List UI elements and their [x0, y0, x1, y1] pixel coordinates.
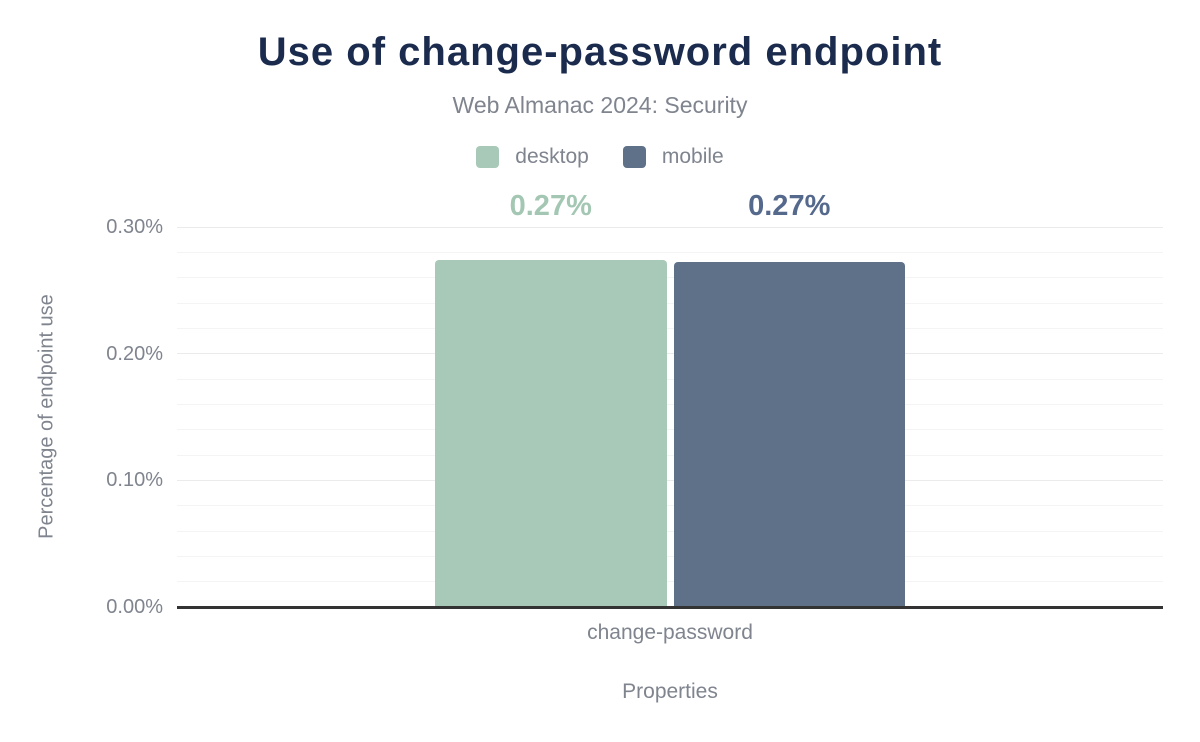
minor-gridline [177, 530, 1163, 532]
major-gridline [177, 353, 1163, 355]
chart-title: Use of change-password endpoint [257, 30, 943, 74]
x-axis-title: Properties [622, 680, 718, 703]
minor-gridline [177, 403, 1163, 405]
x-tick-label: change-password [587, 621, 753, 644]
bar-desktop[interactable] [435, 259, 667, 607]
y-tick-label: 0.10% [106, 469, 163, 492]
bar-value-label-mobile: 0.27% [748, 190, 831, 222]
y-tick-label: 0.00% [106, 596, 163, 618]
y-tick-label: 0.20% [106, 342, 163, 365]
minor-gridline [177, 302, 1163, 304]
minor-gridline [177, 454, 1163, 456]
legend-label: mobile [661, 145, 724, 168]
chart-subtitle: Web Almanac 2024: Security [452, 92, 748, 118]
minor-gridline [177, 251, 1163, 253]
legend-item-desktop[interactable]: desktop [476, 145, 589, 169]
bar-value-label-desktop: 0.27% [509, 190, 592, 222]
minor-gridline [177, 378, 1163, 380]
minor-gridline [177, 555, 1163, 557]
legend-label: desktop [515, 145, 589, 168]
chart-legend: desktop mobile [0, 145, 1200, 169]
major-gridline [177, 226, 1163, 228]
legend-item-mobile[interactable]: mobile [622, 145, 724, 169]
minor-gridline [177, 327, 1163, 329]
y-tick-label: 0.30% [106, 216, 163, 238]
x-axis-line [177, 606, 1163, 609]
minor-gridline [177, 581, 1163, 583]
legend-swatch-desktop [476, 146, 500, 168]
major-gridline [177, 479, 1163, 481]
minor-gridline [177, 277, 1163, 279]
legend-swatch-mobile [622, 146, 646, 168]
y-axis-title: Percentage of endpoint use [35, 294, 58, 539]
minor-gridline [177, 505, 1163, 507]
minor-gridline [177, 429, 1163, 431]
bar-mobile[interactable] [673, 262, 905, 607]
